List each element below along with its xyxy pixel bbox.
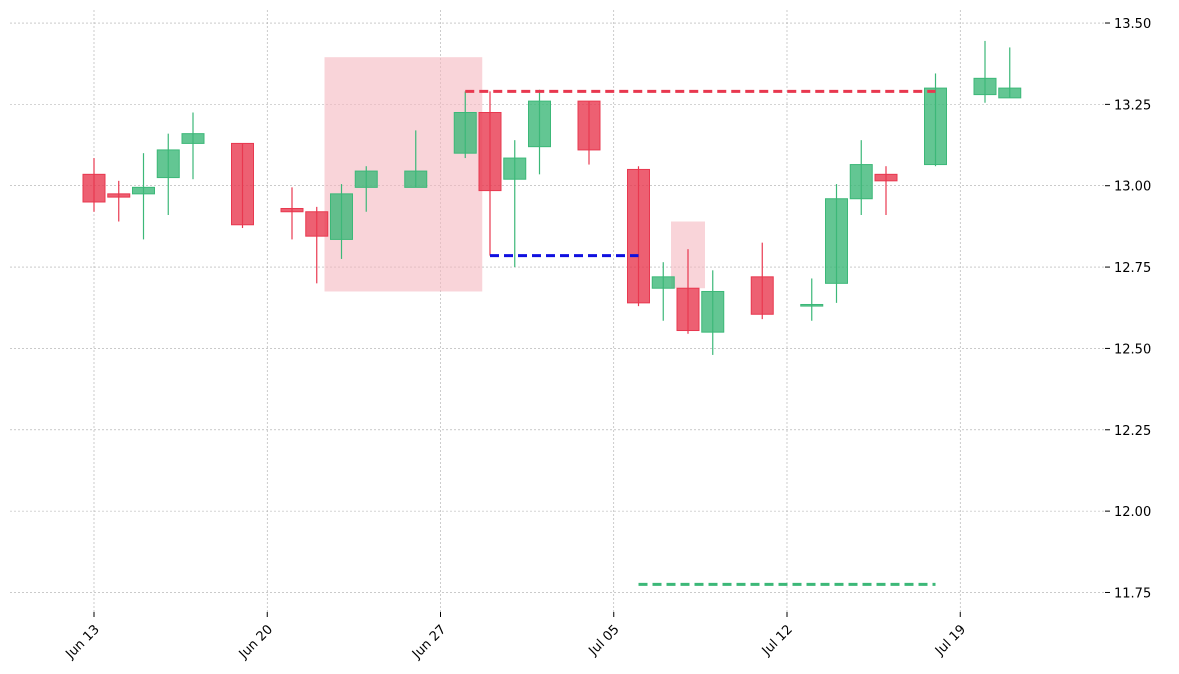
bearish-candle	[107, 180, 131, 222]
x-tick-label: Jul 19	[932, 622, 969, 659]
x-tick-label: Jun 20	[236, 622, 276, 662]
bullish-candle	[453, 91, 477, 159]
candle-body	[453, 112, 477, 154]
candle-body	[998, 87, 1022, 99]
bullish-candle	[825, 184, 848, 303]
grid-lines	[10, 10, 1105, 612]
candle-body	[330, 193, 353, 240]
bullish-candle	[701, 270, 725, 355]
y-tick-label: 13.50	[1114, 17, 1151, 32]
candle-body	[874, 173, 898, 182]
candle-body	[800, 303, 824, 307]
bullish-candle	[404, 130, 428, 188]
bullish-candle	[924, 73, 947, 167]
candle-body	[676, 287, 700, 332]
candle-body	[404, 170, 428, 188]
y-tick-label: 11.75	[1114, 586, 1151, 601]
candle-body	[107, 193, 131, 198]
candle-body	[181, 133, 205, 144]
candle-body	[156, 149, 180, 179]
bullish-candle	[800, 278, 824, 321]
candle-body	[280, 207, 304, 213]
bullish-candle	[973, 40, 997, 103]
x-tick-label: Jun 13	[63, 622, 103, 662]
bearish-candle	[750, 242, 774, 320]
y-tick-label: 12.25	[1114, 424, 1151, 439]
bullish-candle	[998, 47, 1022, 99]
candle-body	[701, 290, 725, 333]
candles	[82, 40, 1022, 355]
candle-body	[354, 170, 378, 188]
x-tick-label: Jul 12	[759, 622, 796, 659]
bullish-candle	[181, 112, 205, 180]
bullish-candle	[132, 153, 155, 240]
bullish-candle	[330, 184, 353, 259]
bearish-candle	[82, 158, 106, 212]
y-tick-label: 12.75	[1114, 261, 1151, 276]
bearish-candle	[577, 100, 601, 165]
x-axis: Jun 13 Jun 20 Jun 27 Jul 05 Jul 12 Jul 19	[63, 612, 969, 663]
bullish-candle	[528, 89, 551, 175]
bullish-candle	[354, 166, 378, 212]
candle-body	[750, 276, 774, 315]
candle-body	[503, 157, 527, 180]
candle-body	[825, 198, 848, 284]
candle-body	[478, 112, 502, 192]
x-tick-label: Jul 05	[586, 622, 623, 659]
candle-body	[231, 142, 254, 226]
candle-body	[528, 100, 551, 148]
bullish-candle	[651, 262, 675, 321]
candle-body	[627, 168, 650, 304]
highlight-zone	[324, 57, 483, 292]
bearish-candle	[280, 187, 304, 240]
y-axis: 11.75 12.00 12.25 12.50 12.75 13.00 13.25 13.50	[1105, 17, 1151, 601]
y-tick-label: 13.00	[1114, 180, 1151, 195]
y-tick-label: 12.50	[1114, 342, 1151, 357]
bullish-candle	[156, 133, 180, 216]
bearish-candle	[305, 206, 329, 284]
bullish-candle	[503, 140, 527, 268]
bearish-candle	[627, 166, 650, 307]
candle-body	[924, 87, 947, 166]
candle-body	[577, 100, 601, 151]
bearish-candle	[478, 91, 502, 256]
y-tick-label: 12.00	[1114, 505, 1151, 520]
candle-body	[82, 173, 106, 203]
y-tick-label: 13.25	[1114, 98, 1151, 113]
bearish-candle	[231, 142, 254, 229]
x-tick-label: Jun 27	[409, 622, 449, 662]
candle-body	[132, 186, 155, 195]
level-lines	[465, 89, 936, 586]
candle-body	[973, 77, 997, 96]
candle-body	[849, 164, 873, 200]
bullish-candle	[849, 140, 873, 216]
candle-body	[651, 276, 675, 289]
candle-body	[305, 211, 329, 237]
bearish-candle	[676, 249, 700, 334]
bearish-candle	[874, 166, 898, 216]
